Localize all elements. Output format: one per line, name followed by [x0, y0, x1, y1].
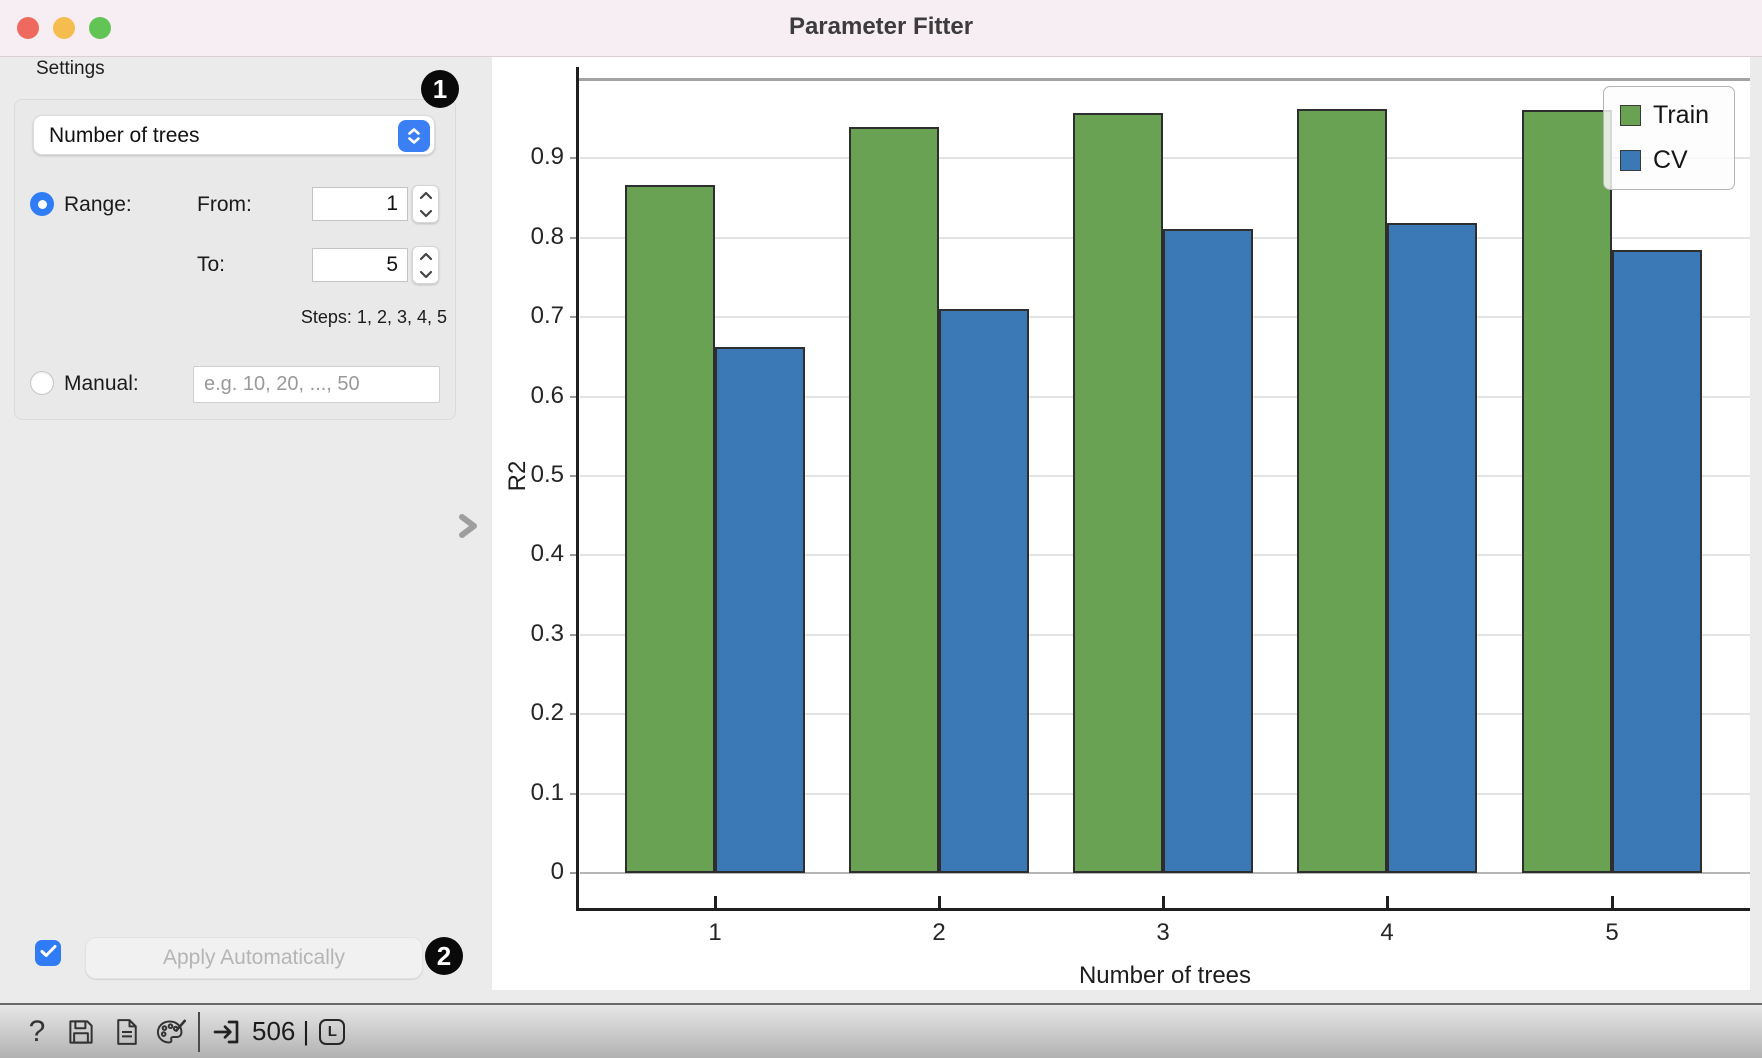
- manual-label: Manual:: [64, 372, 139, 395]
- x-axis-title: Number of trees: [1078, 962, 1252, 989]
- from-label: From:: [197, 193, 252, 216]
- y-tick-label: 0.6: [530, 381, 564, 409]
- y-tick-mark: [570, 872, 577, 874]
- x-tick-label: 1: [708, 919, 722, 946]
- manual-input[interactable]: [193, 366, 440, 403]
- to-label: To:: [197, 253, 226, 276]
- gridline: [580, 872, 1750, 874]
- x-tick-mark: [937, 896, 941, 908]
- help-icon[interactable]: ?: [28, 1014, 46, 1048]
- x-axis-line: [576, 908, 1750, 911]
- legend-swatch-cv: [1620, 150, 1641, 171]
- bar-train-3: [1073, 113, 1163, 873]
- chart-panel: R2 Number of trees Train CV 0 0.1 0.2 0.3 0.4…: [492, 57, 1750, 990]
- bar-train-2: [849, 127, 939, 873]
- legend-label: CV: [1653, 146, 1688, 174]
- bar-train-4: [1297, 109, 1387, 873]
- popup-stepper-icon: [398, 120, 430, 152]
- save-icon[interactable]: [64, 1015, 98, 1049]
- bar-cv-5: [1612, 249, 1702, 873]
- status-bar: ? 506 | L: [0, 1003, 1762, 1058]
- y-tick-mark: [570, 713, 577, 716]
- legend-entry-cv: CV: [1620, 146, 1718, 175]
- zoom-button[interactable]: [89, 17, 111, 39]
- close-button[interactable]: [17, 17, 39, 39]
- row-count-text: 506 |: [252, 1016, 310, 1046]
- to-input[interactable]: [312, 248, 408, 282]
- from-stepper-up-icon[interactable]: [413, 186, 438, 204]
- y-tick-label: 0.1: [530, 778, 564, 806]
- check-icon: [40, 944, 57, 963]
- from-stepper-down-icon[interactable]: [413, 204, 438, 222]
- y-tick-label: 0.7: [530, 302, 564, 330]
- window-title: Parameter Fitter: [788, 13, 974, 40]
- bar-cv-2: [939, 309, 1029, 873]
- y-tick-mark: [570, 633, 577, 636]
- title-bar: Parameter Fitter: [0, 0, 1762, 57]
- y-tick-mark: [570, 554, 577, 557]
- y-tick-label: 0.8: [530, 222, 564, 250]
- palette-icon[interactable]: [154, 1015, 188, 1049]
- x-tick-label: 3: [1156, 919, 1170, 946]
- parameter-select[interactable]: Number of trees: [33, 115, 435, 155]
- y-tick-mark: [570, 792, 577, 795]
- from-input[interactable]: [312, 187, 408, 221]
- bar-cv-3: [1163, 229, 1253, 873]
- y-tick-label: 0.3: [530, 619, 564, 647]
- bar-cv-4: [1387, 222, 1477, 873]
- statusbar-divider: [198, 1011, 200, 1052]
- gridline: [580, 157, 1750, 160]
- steps-text: Steps: 1, 2, 3, 4, 5: [300, 307, 447, 327]
- y-tick-label: 0.4: [530, 540, 564, 568]
- y-tick-mark: [570, 475, 577, 477]
- step-badge-2: 2: [425, 937, 463, 975]
- import-icon[interactable]: [210, 1015, 244, 1049]
- x-tick-mark: [1610, 896, 1614, 908]
- y-axis-line: [576, 67, 579, 911]
- y-tick-mark: [570, 157, 577, 160]
- apply-automatically-checkbox[interactable]: [35, 940, 61, 966]
- to-stepper-down-icon[interactable]: [413, 265, 438, 283]
- y-tick-mark: [570, 395, 577, 398]
- parameter-select-value: Number of trees: [49, 124, 200, 147]
- l-badge-icon[interactable]: L: [319, 1018, 346, 1045]
- y-tick-label: 0: [550, 858, 564, 885]
- x-tick-label: 5: [1605, 919, 1619, 946]
- x-tick-mark: [713, 896, 717, 908]
- legend-entry-train: Train: [1620, 101, 1718, 130]
- y-tick-label: 0.5: [530, 461, 564, 488]
- range-radio[interactable]: [30, 192, 54, 216]
- bar-train-5: [1522, 109, 1612, 873]
- document-icon[interactable]: [110, 1015, 144, 1049]
- bar-cv-1: [715, 347, 805, 873]
- x-tick-label: 4: [1380, 919, 1394, 946]
- x-tick-mark: [1161, 896, 1165, 908]
- y-tick-label: 0.9: [530, 143, 564, 171]
- bar-train-1: [625, 185, 715, 873]
- minimize-button[interactable]: [53, 17, 75, 39]
- range-label: Range:: [64, 193, 132, 216]
- collapse-panel-button[interactable]: [452, 508, 484, 548]
- x-tick-mark: [1385, 896, 1389, 908]
- to-stepper-up-icon[interactable]: [413, 247, 438, 265]
- chart-legend: Train CV: [1603, 86, 1735, 190]
- to-stepper[interactable]: [412, 246, 439, 284]
- y-tick-mark: [570, 236, 577, 239]
- legend-label: Train: [1653, 101, 1710, 129]
- settings-header: Settings: [36, 58, 105, 79]
- y-tick-label: 0.2: [530, 699, 564, 727]
- step-badge-1: 1: [421, 70, 459, 108]
- legend-swatch-train: [1620, 105, 1641, 126]
- top-boundary-line: [578, 78, 1750, 81]
- manual-radio[interactable]: [30, 371, 54, 395]
- chevron-right-icon: [455, 510, 481, 547]
- from-stepper[interactable]: [412, 185, 439, 223]
- apply-automatically-button[interactable]: Apply Automatically: [85, 937, 423, 979]
- x-tick-label: 2: [932, 919, 946, 946]
- y-tick-mark: [570, 316, 577, 319]
